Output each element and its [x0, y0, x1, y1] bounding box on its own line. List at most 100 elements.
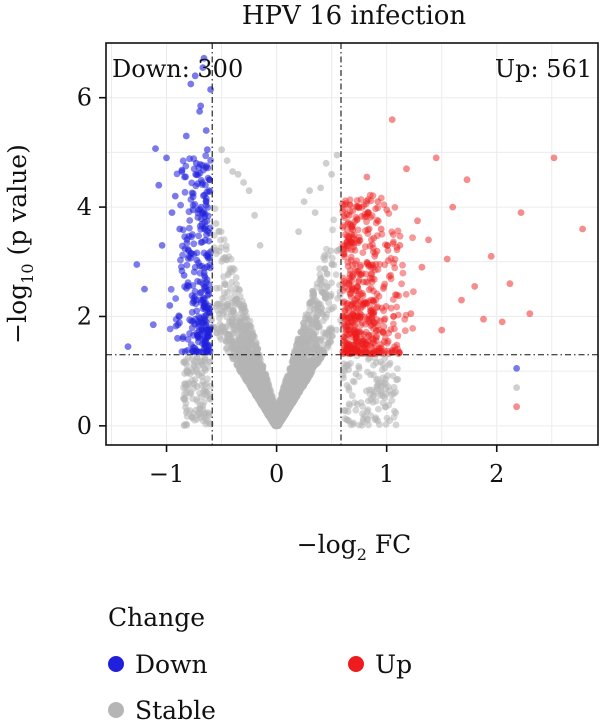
stable-point: [328, 260, 336, 268]
up-point: [432, 154, 440, 162]
down-point: [202, 127, 210, 134]
up-point: [343, 315, 350, 323]
down-point: [201, 333, 209, 340]
up-point: [355, 342, 362, 350]
up-point: [361, 300, 368, 307]
stable-point: [375, 405, 382, 413]
up-point: [356, 313, 364, 321]
stable-points: [180, 146, 520, 430]
up-point: [364, 350, 372, 357]
up-point: [346, 201, 354, 209]
up-point: [391, 343, 398, 350]
stable-point: [314, 323, 322, 330]
up-point: [402, 291, 410, 298]
stable-point: [341, 407, 349, 415]
up-point: [343, 238, 351, 246]
stable-point: [232, 274, 240, 281]
up-point: [373, 332, 381, 340]
stable-point: [257, 375, 264, 383]
down-point: [200, 225, 208, 232]
stable-point: [223, 246, 230, 253]
stable-point: [287, 388, 295, 396]
down-point: [189, 190, 197, 197]
up-point: [368, 309, 375, 317]
up-point: [347, 253, 355, 261]
stable-point: [186, 389, 194, 397]
up-point: [372, 260, 380, 268]
up-point: [390, 313, 397, 320]
up-point: [389, 231, 397, 239]
up-point: [369, 264, 377, 271]
up-point: [379, 329, 387, 337]
up-point: [349, 318, 357, 326]
y-axis-label: −log10 (p value): [3, 144, 37, 344]
up-point: [353, 216, 361, 224]
up-point: [342, 335, 350, 342]
up-point: [339, 299, 347, 307]
up-point: [370, 297, 377, 305]
up-point: [381, 315, 389, 323]
up-point: [353, 337, 361, 345]
stable-point: [180, 395, 188, 403]
up-point: [348, 223, 356, 231]
up-point: [349, 311, 357, 318]
down-point: [192, 300, 200, 308]
stable-point: [295, 350, 303, 357]
up-point: [349, 310, 356, 317]
up-point: [391, 204, 399, 211]
down-point: [202, 283, 209, 291]
up-point: [381, 261, 389, 269]
up-point: [395, 349, 403, 357]
up-point: [354, 315, 361, 323]
up-point: [357, 271, 364, 278]
up-point: [393, 303, 401, 311]
stable-point: [321, 291, 328, 298]
up-point: [351, 316, 359, 324]
up-point: [351, 260, 359, 268]
stable-point: [254, 345, 262, 353]
stable-point: [394, 376, 402, 383]
up-point: [350, 341, 358, 349]
y-tick-label: 4: [77, 193, 92, 221]
up-point: [389, 346, 396, 354]
up-point: [339, 337, 347, 344]
down-point: [185, 282, 193, 290]
up-point: [352, 331, 359, 339]
stable-point: [384, 383, 392, 390]
stable-point: [376, 421, 383, 428]
down-points: [124, 54, 520, 372]
stable-point: [269, 403, 277, 410]
down-point: [133, 261, 141, 268]
down-point: [141, 285, 148, 293]
up-point: [349, 345, 357, 352]
up-point: [344, 322, 352, 330]
stable-point: [229, 306, 237, 314]
stable-point: [373, 359, 380, 366]
down-point: [207, 248, 214, 256]
stable-point: [217, 236, 224, 244]
up-point: [409, 234, 416, 242]
stable-point: [300, 319, 307, 327]
up-point: [387, 275, 395, 283]
stable-point: [311, 209, 319, 217]
up-point: [377, 317, 384, 325]
stable-point: [214, 300, 221, 308]
up-point: [384, 242, 391, 250]
up-point: [345, 314, 352, 321]
up-point: [349, 311, 357, 319]
stable-point: [211, 205, 219, 213]
stable-point: [375, 379, 382, 387]
stable-point: [382, 421, 390, 428]
up-point: [344, 258, 352, 266]
down-point: [189, 206, 197, 214]
stable-point: [203, 380, 210, 388]
stable-point: [214, 307, 222, 314]
up-point: [362, 300, 370, 307]
up-point: [391, 346, 399, 354]
stable-point: [251, 389, 259, 397]
up-point: [410, 288, 417, 296]
up-point: [380, 283, 388, 291]
up-point: [353, 197, 361, 204]
up-point: [364, 230, 372, 238]
stable-point: [323, 283, 331, 291]
